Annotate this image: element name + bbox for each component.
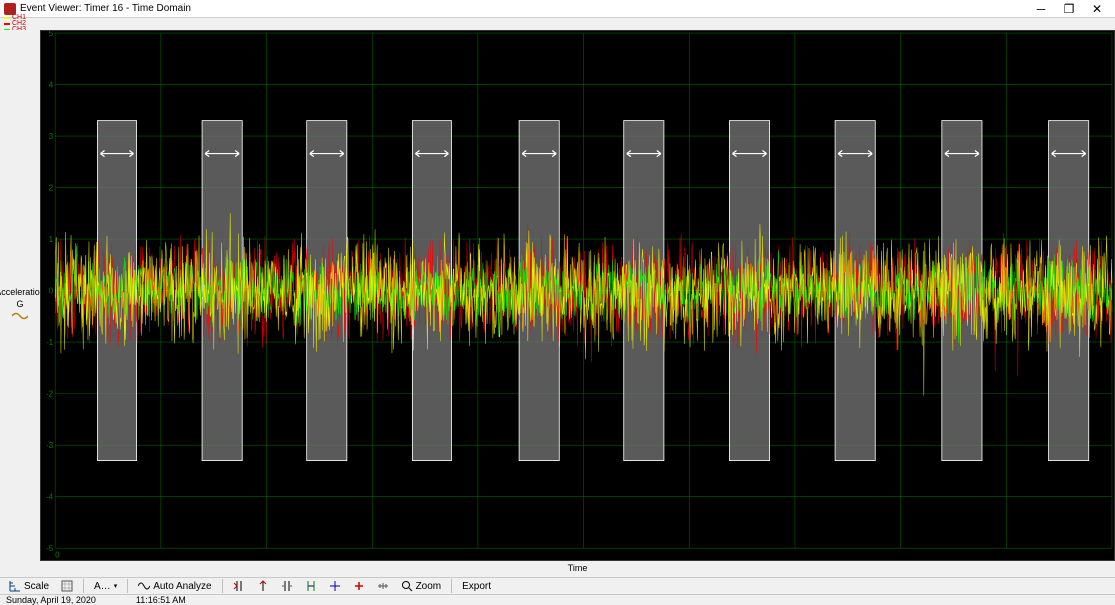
measure-button[interactable] <box>372 578 394 594</box>
scale-button[interactable]: Scale <box>4 578 54 594</box>
cursor-left-icon <box>233 580 245 592</box>
close-button[interactable]: ✕ <box>1083 0 1111 18</box>
cursor-both-icon <box>281 580 293 592</box>
time-domain-plot[interactable]: -5 -4 -3 -2 -1 0 1 2 3 4 5 0 <box>40 30 1115 561</box>
plus-icon <box>353 580 365 592</box>
svg-text:0: 0 <box>55 550 60 559</box>
legend-swatch <box>4 23 10 25</box>
svg-text:-2: -2 <box>46 390 54 399</box>
cursor-tool-2[interactable] <box>252 578 274 594</box>
chevron-down-icon: ▾ <box>114 582 118 590</box>
legend-item: CH1 <box>4 16 1111 20</box>
scale-label: Scale <box>24 581 49 592</box>
ruler-icon <box>377 580 389 592</box>
legend-swatch <box>4 17 10 19</box>
cursor-blue-icon <box>329 580 341 592</box>
minimize-button[interactable]: ─ <box>1027 0 1055 18</box>
cursor-tool-4[interactable] <box>300 578 322 594</box>
scale-icon <box>9 580 21 592</box>
magnifier-icon <box>401 580 413 592</box>
zoom-button[interactable]: Zoom <box>396 578 447 594</box>
svg-text:2: 2 <box>49 184 54 193</box>
export-label: Export <box>462 581 491 592</box>
cursor-green-icon <box>305 580 317 592</box>
auto-analyze-button[interactable]: Auto Analyze <box>133 578 216 594</box>
svg-text:1: 1 <box>49 235 54 244</box>
status-bar: Sunday, April 19, 2020 11:16:51 AM <box>0 594 1115 605</box>
cursor-tool-3[interactable] <box>276 578 298 594</box>
cursor-down-icon <box>257 580 269 592</box>
channel-legend: CH1CH2CH3 <box>0 18 1115 30</box>
app-icon <box>4 3 16 15</box>
y-axis-label-text2: G <box>16 299 23 309</box>
svg-text:-5: -5 <box>46 544 54 553</box>
cursor-tool-5[interactable] <box>324 578 346 594</box>
a-label: A… <box>94 581 111 592</box>
y-axis-label-text1: Acceleration <box>0 287 45 297</box>
svg-text:-4: -4 <box>46 493 54 502</box>
chart-area: Acceleration G -5 -4 -3 -2 -1 0 1 2 3 4 5 0 Time <box>0 30 1115 577</box>
x-axis-label: Time <box>40 561 1115 577</box>
toolbar: Scale A… ▾ Auto Analyze Zoom Export <box>0 577 1115 594</box>
svg-text:3: 3 <box>49 132 54 141</box>
window-title: Event Viewer: Timer 16 - Time Domain <box>20 3 191 14</box>
add-marker-button[interactable] <box>348 578 370 594</box>
maximize-button[interactable]: ❐ <box>1055 0 1083 18</box>
a-dropdown[interactable]: A… ▾ <box>89 578 122 594</box>
svg-text:5: 5 <box>49 31 54 38</box>
wave-icon <box>12 311 28 321</box>
cursor-tool-1[interactable] <box>228 578 250 594</box>
grid-icon-button[interactable] <box>56 578 78 594</box>
svg-text:4: 4 <box>49 81 54 90</box>
export-button[interactable]: Export <box>457 578 496 594</box>
wave-analyze-icon <box>138 580 150 592</box>
svg-text:-3: -3 <box>46 441 54 450</box>
svg-text:0: 0 <box>49 287 54 296</box>
y-axis-label: Acceleration G <box>0 30 40 577</box>
grid-icon <box>61 580 73 592</box>
zoom-label: Zoom <box>416 581 442 592</box>
svg-text:-1: -1 <box>46 338 54 347</box>
legend-item: CH2 <box>4 22 1111 26</box>
auto-analyze-label: Auto Analyze <box>153 581 211 592</box>
